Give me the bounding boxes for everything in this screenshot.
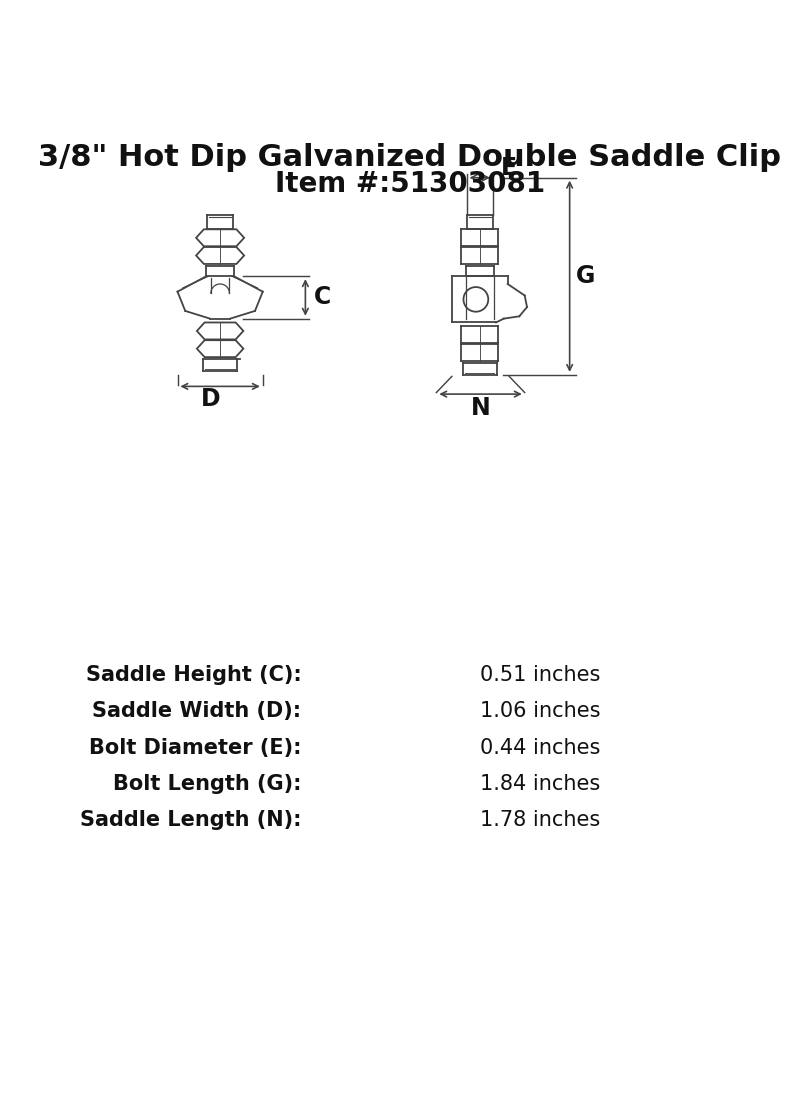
- Text: 1.78 inches: 1.78 inches: [480, 810, 600, 830]
- Text: Item #:51303081: Item #:51303081: [275, 170, 545, 198]
- Text: Bolt Length (G):: Bolt Length (G):: [113, 774, 302, 794]
- Text: C: C: [314, 285, 331, 309]
- Text: Bolt Diameter (E):: Bolt Diameter (E):: [89, 738, 302, 757]
- Text: N: N: [470, 396, 490, 420]
- Text: 1.06 inches: 1.06 inches: [480, 701, 600, 721]
- Text: 0.51 inches: 0.51 inches: [480, 665, 600, 685]
- Text: E: E: [501, 157, 518, 181]
- Text: Saddle Height (C):: Saddle Height (C):: [86, 665, 302, 685]
- Text: 1.84 inches: 1.84 inches: [480, 774, 600, 794]
- Text: 0.44 inches: 0.44 inches: [480, 738, 600, 757]
- Text: Saddle Width (D):: Saddle Width (D):: [92, 701, 302, 721]
- Text: Saddle Length (N):: Saddle Length (N):: [80, 810, 302, 830]
- Text: D: D: [201, 387, 221, 411]
- Text: G: G: [575, 264, 595, 288]
- Text: 3/8" Hot Dip Galvanized Double Saddle Clip: 3/8" Hot Dip Galvanized Double Saddle Cl…: [38, 144, 782, 172]
